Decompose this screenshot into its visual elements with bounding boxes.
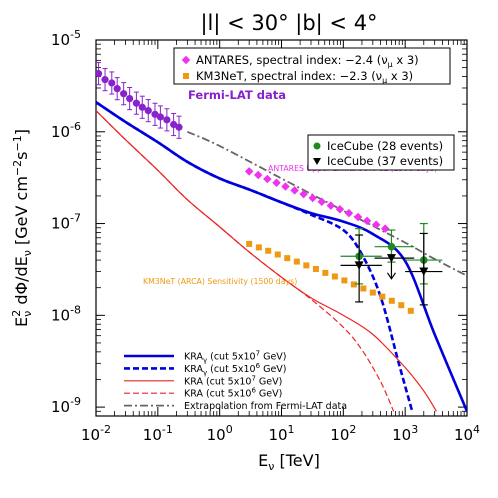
icecube37-uplim-arrow: [386, 272, 396, 280]
legend-icecube28-label: IceCube (28 events): [327, 139, 443, 153]
antares-point: [253, 170, 263, 180]
fermi-point: [120, 90, 128, 98]
legend-icecube37-marker: [313, 158, 321, 165]
km3net-point: [360, 285, 367, 292]
legend-line-label-0: KRAγ (cut 5x107 GeV): [184, 350, 287, 365]
km3net-annotation: KM3NeT (ARCA) Sensitivity (1500 days): [143, 277, 297, 286]
x-tick-label: 101: [268, 423, 294, 444]
y-axis-label: Eν2 dΦ/dEν [GeV cm−2s−1]: [10, 129, 34, 327]
x-tick-label: 103: [392, 423, 418, 444]
x-tick-label: 10-2: [81, 423, 111, 444]
km3net-point: [265, 247, 272, 254]
icecube37-point: [419, 267, 429, 277]
km3net-point: [331, 273, 338, 280]
series-line-3: [96, 110, 395, 412]
legend-km3net-label: KM3NeT, spectral index: −2.3 (νμ x 3): [196, 69, 413, 85]
fermi-point: [132, 99, 140, 107]
y-tick-label: 10-7: [51, 212, 81, 233]
antares-point: [272, 178, 281, 188]
legend-icecube37-label: IceCube (37 events): [327, 154, 443, 168]
km3net-point: [303, 262, 310, 269]
antares-point: [335, 205, 345, 214]
fermi-point: [175, 123, 183, 131]
chart-title-text: |l| < 30° |b| < 4°: [200, 11, 377, 36]
legend-km3net-marker: [183, 73, 189, 79]
km3net-point: [284, 255, 291, 262]
km3net-point: [398, 302, 405, 309]
x-tick-label: 100: [207, 423, 233, 444]
km3net-point: [407, 307, 414, 314]
legend-box-top: [173, 47, 451, 85]
axis-ticks: 10-2 10-1 100 101 102 103 104 10-9 10-8 10-7 10-6 1…: [51, 28, 480, 444]
series-line-4: [186, 130, 467, 277]
fermi-lat-label: Fermi-LAT data: [188, 88, 286, 102]
fermi-point: [163, 116, 171, 124]
legends: ANTARES, spectral index: −2.4 (νμ x 3)KM…: [124, 47, 455, 412]
legend-line-label-4: Extrapolation from Fermi-LAT data: [184, 401, 347, 412]
antares-point: [380, 224, 390, 233]
antares-point: [317, 197, 327, 206]
x-axis-label-text: Eν [TeV]: [258, 451, 320, 473]
icecube37-point: [386, 254, 396, 263]
antares-point: [362, 216, 372, 226]
legend-line-label-3: KRA (cut 5x106 GeV): [184, 387, 282, 400]
antares-point: [281, 182, 290, 191]
fermi-point: [170, 120, 178, 129]
km3net-point: [322, 269, 329, 276]
fermi-point: [126, 94, 134, 103]
km3net-point: [341, 277, 348, 284]
km3net-point: [246, 240, 253, 247]
legend-icecube28-marker: [313, 142, 321, 150]
km3net-point: [379, 293, 386, 300]
km3net-point: [255, 244, 262, 251]
fermi-point: [96, 70, 103, 78]
legend-line-label-2: KRA (cut 5x107 GeV): [184, 374, 282, 387]
legend-box-icecube: [307, 134, 455, 171]
x-axis-label: Eν [TeV]: [258, 451, 320, 473]
fermi-point: [138, 103, 146, 111]
y-axis-label-text: Eν2 dΦ/dEν [GeV cm−2s−1]: [10, 129, 34, 327]
legend-line-label-1: KRAγ (cut 5x106 GeV): [184, 362, 287, 377]
icecube37-point: [354, 261, 364, 270]
y-tick-label: 10-8: [51, 303, 81, 324]
chart-title: |l| < 30° |b| < 4°: [200, 11, 377, 36]
km3net-point: [369, 289, 376, 296]
antares-point: [263, 174, 272, 184]
y-tick-label: 10-9: [51, 395, 81, 416]
fermi-point: [156, 113, 164, 121]
fermi-point: [101, 76, 109, 84]
antares-point: [290, 186, 299, 195]
x-tick-label: 104: [454, 423, 480, 444]
antares-point: [326, 201, 336, 210]
fermi-point: [144, 107, 152, 115]
fermi-point: [108, 79, 116, 87]
km3net-point: [388, 297, 395, 304]
antares-point: [344, 208, 354, 218]
antares-point: [299, 189, 308, 199]
antares-point: [353, 212, 363, 222]
antares-point: [308, 193, 317, 203]
antares-point: [371, 220, 381, 230]
fermi-point: [113, 85, 121, 93]
fermi-point: [151, 110, 159, 118]
km3net-point: [293, 258, 300, 265]
icecube28-point: [387, 242, 396, 251]
y-tick-label: 10-5: [51, 28, 81, 49]
x-tick-label: 10-1: [143, 423, 173, 444]
x-tick-label: 102: [330, 423, 356, 444]
km3net-point: [312, 265, 319, 272]
markers-layer: [96, 62, 443, 314]
legend-antares-label: ANTARES, spectral index: −2.4 (νμ x 3): [196, 53, 419, 69]
y-tick-label: 10-6: [51, 120, 81, 141]
antares-point: [244, 167, 254, 176]
legend-antares-marker: [181, 55, 191, 65]
km3net-point: [350, 281, 357, 288]
km3net-point: [274, 251, 281, 258]
